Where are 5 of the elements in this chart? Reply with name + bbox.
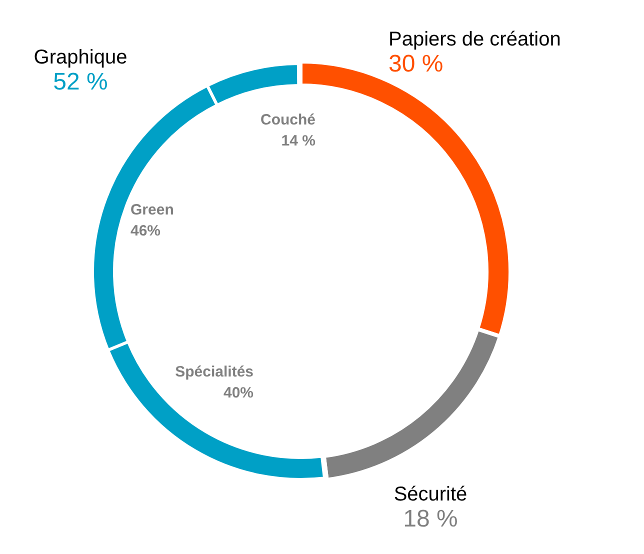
slice-label: Sécurité (394, 484, 468, 506)
slice-label: Papiers de création (388, 28, 561, 50)
slice-label: Graphique (34, 46, 128, 68)
data-label: 18 % (403, 506, 458, 532)
data-label: 30 % (388, 50, 444, 78)
